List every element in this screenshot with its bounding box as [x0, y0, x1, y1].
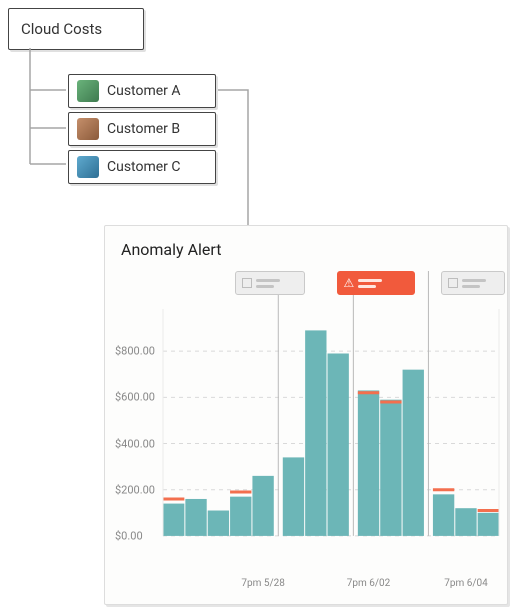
chart-bar: [163, 504, 184, 536]
chart-bar: [433, 494, 454, 536]
chart-bar: [283, 457, 304, 536]
avatar-icon: [77, 156, 99, 178]
chart-bar: [252, 476, 273, 536]
customer-a-label: Customer A: [107, 83, 181, 99]
x-axis-label: 7pm 6/02: [347, 578, 390, 589]
avatar-icon: [77, 118, 99, 140]
customer-a-row[interactable]: Customer A: [68, 74, 216, 108]
chart-bar: [208, 511, 229, 536]
customer-c-row[interactable]: Customer C: [68, 150, 216, 184]
chart-svg: [105, 265, 507, 595]
chart-bar: [230, 497, 251, 536]
cloud-costs-root: Cloud Costs: [8, 8, 144, 50]
box-icon: [242, 278, 252, 288]
box-icon: [448, 278, 458, 288]
customer-b-row[interactable]: Customer B: [68, 112, 216, 146]
chart-bar: [380, 400, 401, 536]
range-badge: [441, 271, 505, 295]
customer-b-label: Customer B: [107, 121, 180, 137]
y-axis-label: $200.00: [115, 483, 155, 496]
chart-title: Anomaly Alert: [105, 226, 507, 265]
y-axis-label: $0.00: [115, 529, 143, 542]
chart-bar: [478, 513, 499, 536]
customer-c-label: Customer C: [107, 159, 181, 175]
anomaly-chart-card: Anomaly Alert $0.00 $200.00 $400.00 $600.00…: [104, 225, 508, 605]
chart-bar: [455, 508, 476, 536]
avatar-icon: [77, 80, 99, 102]
warning-icon: ⚠: [344, 277, 355, 289]
chart-bar: [185, 499, 206, 536]
y-axis-label: $600.00: [115, 391, 155, 404]
chart-bar: [403, 370, 424, 536]
y-axis-label: $800.00: [115, 345, 155, 358]
y-axis-label: $400.00: [115, 437, 155, 450]
range-badge: [235, 271, 305, 295]
chart-bar: [305, 330, 326, 536]
cloud-costs-label: Cloud Costs: [21, 20, 102, 38]
x-axis-label: 7pm 6/04: [444, 578, 487, 589]
anomaly-badge: ⚠: [337, 271, 415, 295]
chart-plot-area: $0.00 $200.00 $400.00 $600.00 $800.00 7pm 5/2…: [105, 265, 507, 595]
chart-bar: [358, 390, 379, 535]
chart-bar: [328, 353, 349, 535]
x-axis-label: 7pm 5/28: [241, 578, 284, 589]
